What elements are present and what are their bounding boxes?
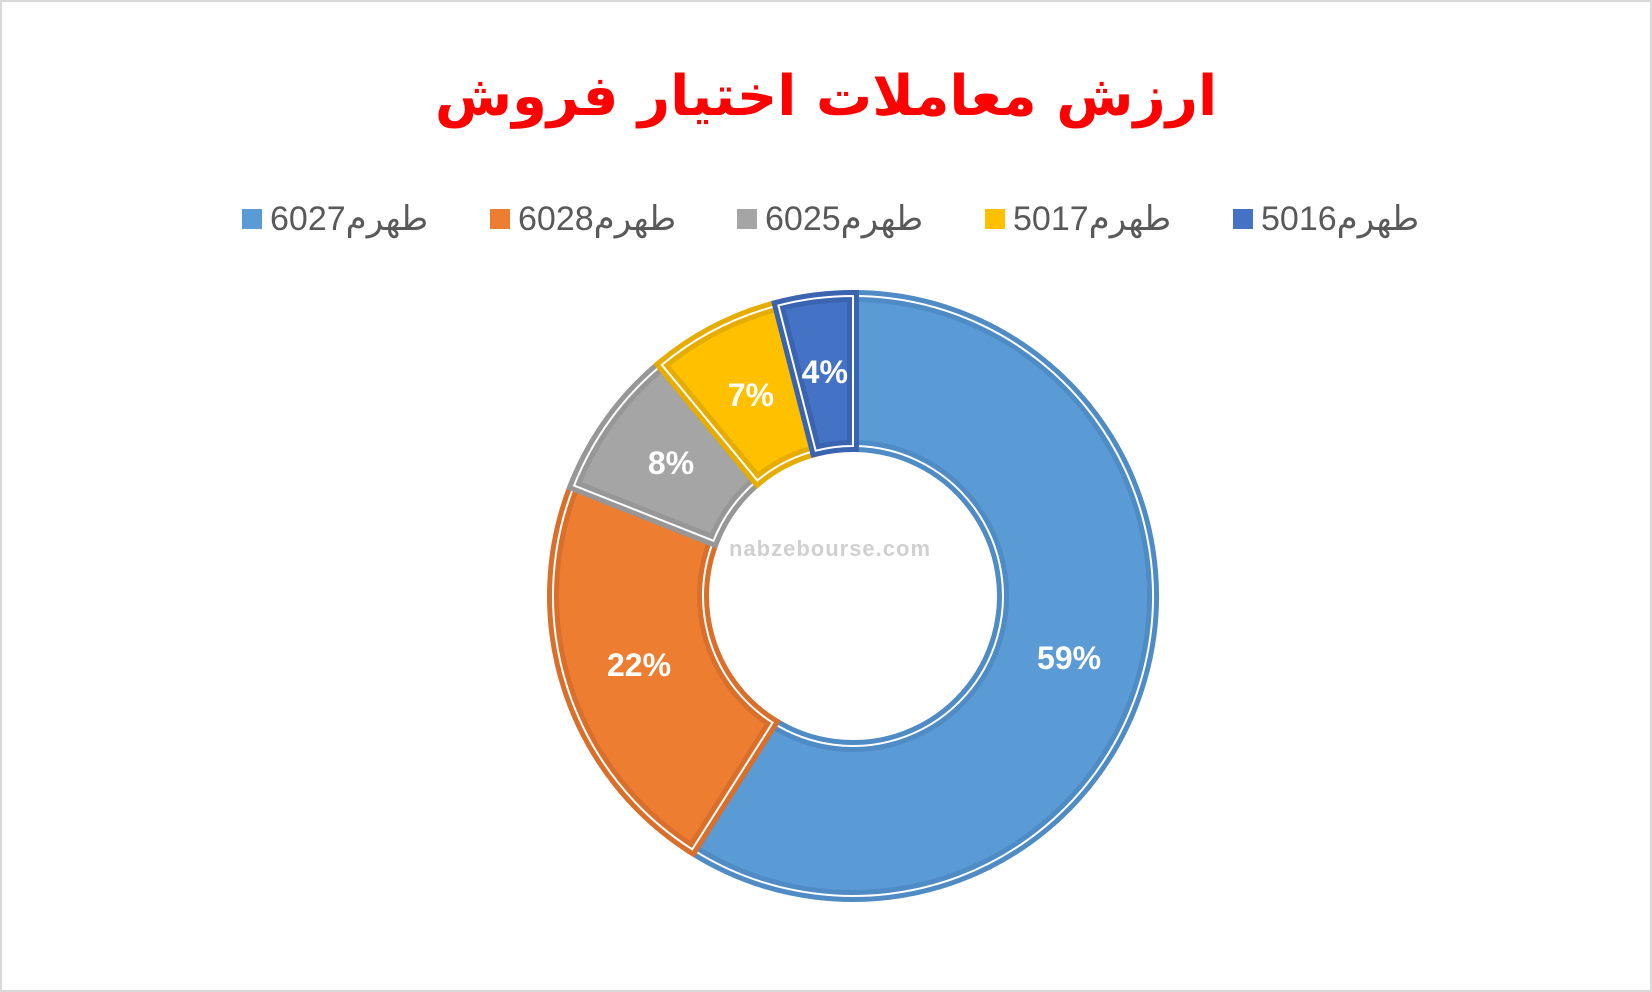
legend-swatch [737, 209, 757, 229]
chart-title: ارزش معاملات اختیار فروش [435, 64, 1217, 129]
data-label: 4% [802, 354, 848, 390]
data-label: 22% [607, 647, 671, 683]
legend-swatch [242, 209, 262, 229]
data-label: 8% [648, 445, 694, 481]
legend-swatch [490, 209, 510, 229]
legend-label: طهرم6027 [270, 200, 428, 239]
watermark: nabzebourse.com [729, 536, 931, 561]
slice-gap [552, 484, 775, 851]
data-label: 7% [728, 377, 774, 413]
legend-swatch [985, 209, 1005, 229]
data-label: 59% [1037, 640, 1101, 676]
slice-gap [690, 294, 1154, 897]
legend-label: طهرم5016 [1261, 200, 1419, 239]
slice-gap [777, 294, 854, 452]
legend-label: طهرم6025 [765, 200, 923, 239]
legend-label: طهرم5017 [1013, 200, 1171, 239]
legend-label: طهرم6028 [518, 200, 676, 239]
legend-swatch [1233, 209, 1253, 229]
